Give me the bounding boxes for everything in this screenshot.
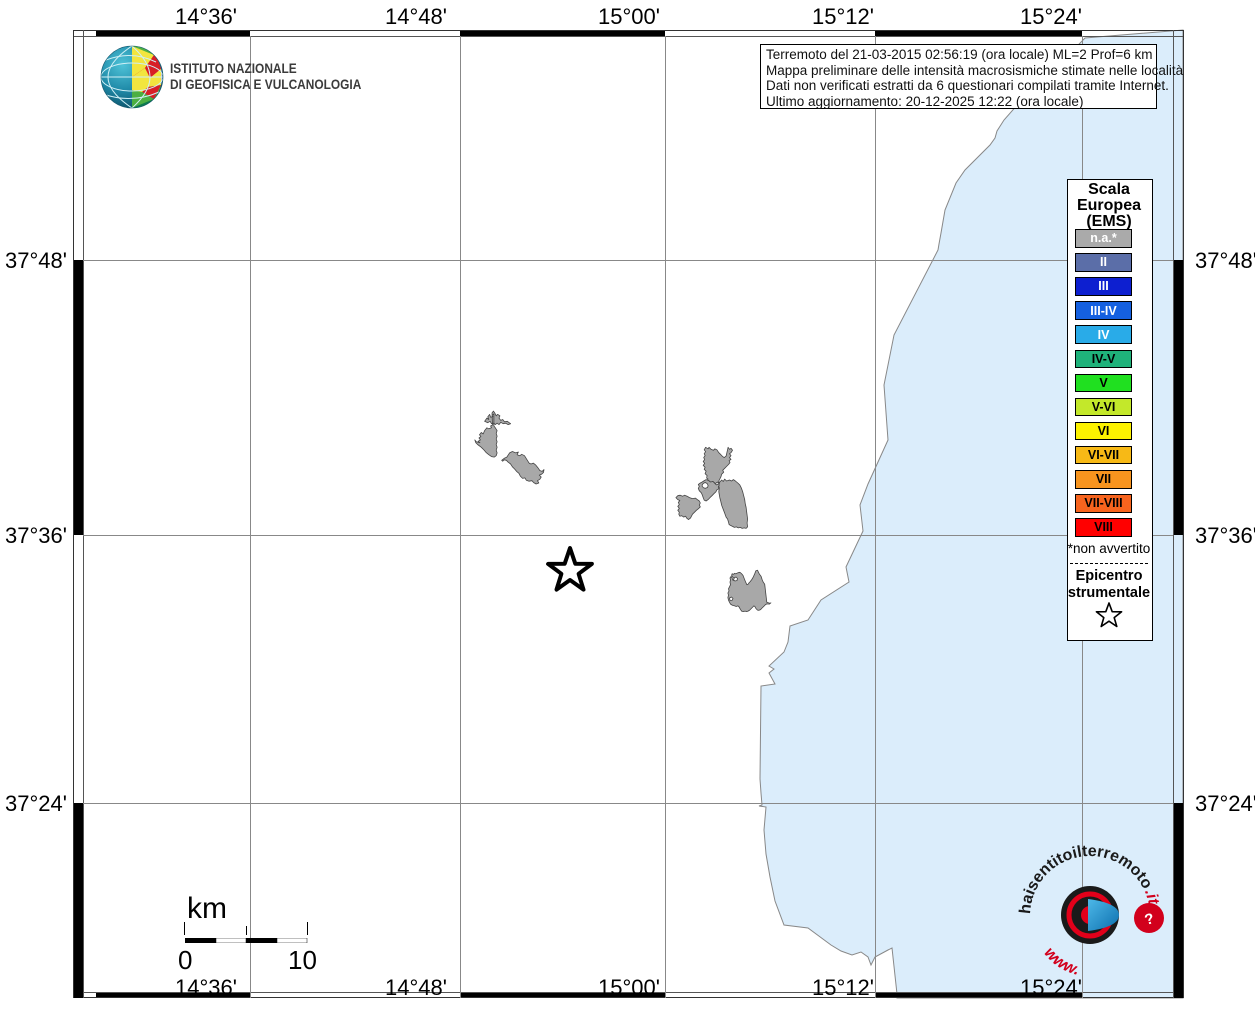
svg-text:www.: www. [1041,944,1081,979]
